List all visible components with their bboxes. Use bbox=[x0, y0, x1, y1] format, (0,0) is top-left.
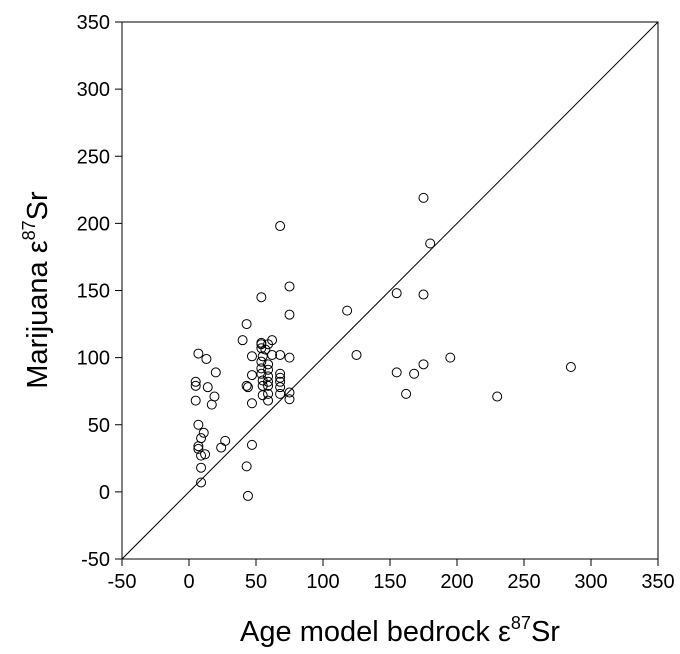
data-point bbox=[257, 351, 268, 362]
data-point bbox=[242, 490, 253, 501]
identity-line bbox=[121, 21, 659, 560]
x-tick-label: 300 bbox=[574, 571, 607, 593]
y-axis-title: Marijuana ε87Sr bbox=[19, 191, 54, 389]
x-tick-label: 200 bbox=[440, 571, 473, 593]
y-tick-label: 150 bbox=[77, 281, 110, 303]
data-point bbox=[201, 353, 212, 364]
data-point bbox=[418, 192, 429, 203]
data-point bbox=[418, 289, 429, 300]
y-tick-label: 350 bbox=[77, 12, 110, 34]
data-point bbox=[260, 344, 271, 355]
data-point bbox=[196, 462, 207, 473]
data-point bbox=[342, 305, 353, 316]
data-point bbox=[246, 439, 257, 450]
data-point bbox=[425, 238, 436, 249]
data-point bbox=[257, 390, 268, 401]
data-point bbox=[241, 380, 252, 391]
data-point bbox=[284, 394, 295, 405]
data-point bbox=[284, 281, 295, 292]
data-point bbox=[196, 450, 207, 461]
y-tick-label: 0 bbox=[99, 482, 110, 504]
x-tick-label: 150 bbox=[373, 571, 406, 593]
x-tick-label: 100 bbox=[306, 571, 339, 593]
x-axis-ticks: -50 0 50 100 150 200 250 300 350 bbox=[108, 559, 675, 593]
data-point bbox=[401, 388, 412, 399]
data-point bbox=[241, 461, 252, 472]
y-tick-label: 100 bbox=[77, 348, 110, 370]
x-tick-label: -50 bbox=[108, 571, 137, 593]
data-point bbox=[275, 388, 286, 399]
y-tick-label: 300 bbox=[77, 79, 110, 101]
data-point bbox=[200, 449, 211, 460]
y-tick-label: 200 bbox=[77, 213, 110, 235]
data-point bbox=[275, 368, 286, 379]
x-tick-label: 350 bbox=[641, 571, 674, 593]
data-point bbox=[190, 395, 201, 406]
data-point bbox=[202, 382, 213, 393]
x-tick-label: 250 bbox=[507, 571, 540, 593]
data-point bbox=[284, 352, 295, 363]
x-tick-label: 50 bbox=[245, 571, 267, 593]
data-point bbox=[492, 391, 503, 402]
data-point bbox=[210, 367, 221, 378]
data-point bbox=[198, 427, 209, 438]
data-point bbox=[209, 391, 220, 402]
data-point bbox=[256, 356, 267, 367]
data-point bbox=[237, 335, 248, 346]
data-point bbox=[267, 349, 278, 360]
data-point bbox=[193, 443, 204, 454]
data-point bbox=[263, 359, 274, 370]
data-point bbox=[246, 370, 257, 381]
data-point bbox=[275, 221, 286, 232]
data-point bbox=[409, 368, 420, 379]
x-axis-title: Age model bedrock ε87Sr bbox=[240, 613, 560, 648]
data-point bbox=[391, 367, 402, 378]
data-point bbox=[418, 359, 429, 370]
data-point bbox=[351, 349, 362, 360]
data-point bbox=[284, 309, 295, 320]
data-point bbox=[275, 349, 286, 360]
data-point bbox=[263, 388, 274, 399]
data-point bbox=[246, 351, 257, 362]
data-point bbox=[263, 380, 274, 391]
data-points bbox=[190, 192, 576, 501]
data-point bbox=[196, 433, 207, 444]
data-point bbox=[242, 382, 253, 393]
data-point bbox=[190, 376, 201, 387]
y-axis-ticks: -50 0 50 100 150 200 250 300 350 bbox=[77, 12, 122, 571]
data-point bbox=[565, 362, 576, 373]
data-point bbox=[275, 382, 286, 393]
y-tick-label: 250 bbox=[77, 146, 110, 168]
data-point bbox=[190, 380, 201, 391]
data-point bbox=[256, 292, 267, 303]
data-point bbox=[193, 419, 204, 430]
data-point bbox=[220, 435, 231, 446]
data-point bbox=[241, 319, 252, 330]
data-point bbox=[216, 442, 227, 453]
data-point bbox=[263, 364, 274, 375]
data-point bbox=[193, 348, 204, 359]
y-tick-label: -50 bbox=[81, 549, 110, 571]
y-tick-label: 50 bbox=[88, 415, 110, 437]
data-point bbox=[196, 477, 207, 488]
data-point bbox=[391, 288, 402, 299]
data-point bbox=[246, 398, 257, 409]
data-point bbox=[263, 376, 274, 387]
data-point bbox=[445, 352, 456, 363]
data-point bbox=[267, 335, 278, 346]
data-point bbox=[263, 395, 274, 406]
data-point bbox=[275, 376, 286, 387]
x-tick-label: 0 bbox=[183, 571, 194, 593]
data-point bbox=[284, 387, 295, 398]
data-point bbox=[256, 363, 267, 374]
